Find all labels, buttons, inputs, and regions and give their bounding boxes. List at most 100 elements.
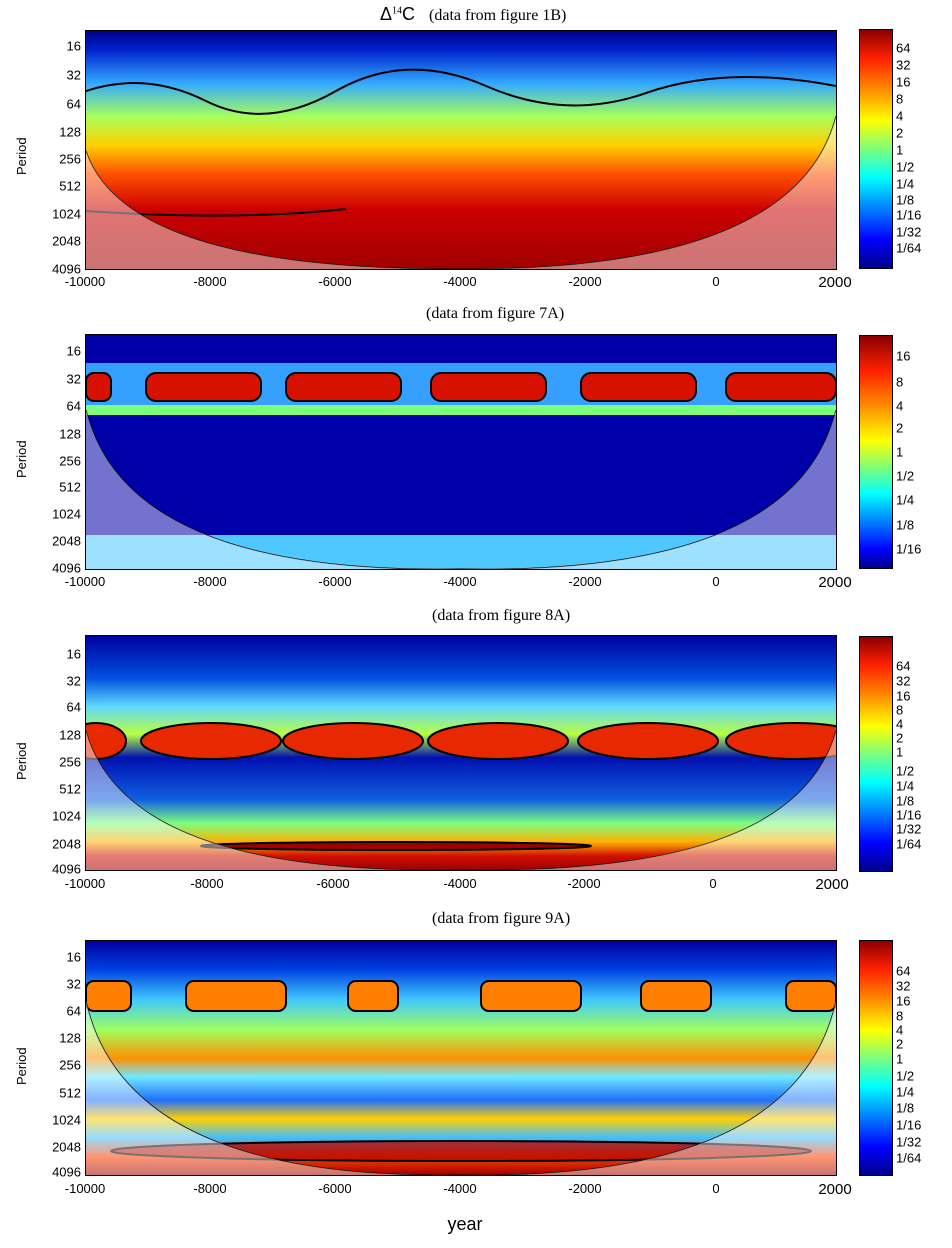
heatmap-svg [86, 31, 836, 269]
y-tick: 32 [66, 976, 81, 992]
colorbar-tick: 1/64 [896, 836, 922, 852]
x-tick: -6000 [316, 876, 350, 891]
colorbar-tick: 4 [896, 716, 904, 732]
y-tick: 2048 [52, 836, 81, 852]
title-text: (data from figure 1B) [429, 7, 567, 24]
x-tick: 0 [709, 876, 717, 891]
colorbar-tick: 1/4 [896, 492, 915, 508]
x-tick: -10000 [64, 574, 106, 589]
colorbar-tick: 64 [896, 658, 911, 674]
y-tick: 2048 [52, 1139, 81, 1155]
colorbar-tick: 1/32 [896, 224, 922, 240]
colorbar-tick: 4 [896, 398, 904, 414]
y-tick: 16 [66, 646, 81, 662]
colorbar-tick: 1/16 [896, 207, 922, 223]
x-tick: 2000 [818, 1181, 852, 1198]
colorbar-tick: 2 [896, 125, 904, 141]
y-tick: 256 [59, 1057, 81, 1073]
heatmap-svg [86, 941, 836, 1175]
y-tick: 1024 [52, 506, 81, 522]
colorbar-tick: 16 [896, 993, 911, 1009]
y-tick: 16 [66, 38, 81, 54]
y-tick: 256 [59, 151, 81, 167]
x-tick: -4000 [443, 1181, 477, 1196]
panel-title: (data from figure 9A) [432, 910, 571, 927]
x-tick: -4000 [443, 274, 477, 289]
colorbar-tick: 64 [896, 40, 911, 56]
y-tick: 512 [59, 479, 81, 495]
colorbar [859, 29, 893, 269]
y-tick: 128 [59, 727, 81, 743]
colorbar-tick: 2 [896, 420, 904, 436]
y-tick: 128 [59, 426, 81, 442]
colorbar [859, 636, 893, 872]
colorbar-tick: 1/8 [896, 793, 915, 809]
panel-title: (data from figure 8A) [432, 607, 571, 624]
x-tick: -10000 [64, 274, 106, 289]
colorbar-tick: 1/64 [896, 240, 922, 256]
colorbar [859, 335, 893, 569]
x-tick: -8000 [190, 876, 224, 891]
heatmap-svg [86, 636, 836, 870]
y-tick: 2048 [52, 233, 81, 249]
colorbar-tick: 1/32 [896, 1134, 922, 1150]
x-tick: -8000 [193, 1181, 227, 1196]
title-prefix: Δ [380, 4, 393, 24]
y-tick: 512 [59, 1085, 81, 1101]
colorbar-tick: 1/64 [896, 1150, 922, 1166]
colorbar-tick: 1/16 [896, 1117, 922, 1133]
y-tick: 16 [66, 343, 81, 359]
x-tick: -8000 [193, 574, 227, 589]
y-tick: 128 [59, 1030, 81, 1046]
y-tick: 64 [66, 699, 81, 715]
x-tick: -4000 [443, 876, 477, 891]
y-tick: 1024 [52, 808, 81, 824]
x-tick: 0 [712, 574, 720, 589]
colorbar-tick: 32 [896, 57, 911, 73]
colorbar-tick: 2 [896, 1036, 904, 1052]
colorbar-tick: 1/32 [896, 821, 922, 837]
x-tick: -2000 [568, 274, 602, 289]
colorbar-tick: 1 [896, 744, 904, 760]
colorbar-tick: 8 [896, 374, 904, 390]
x-tick: 0 [712, 1181, 720, 1196]
colorbar-tick: 8 [896, 702, 904, 718]
y-tick: 1024 [52, 1112, 81, 1128]
x-axis-title: year [447, 1214, 483, 1234]
x-tick: 2000 [818, 274, 852, 291]
y-tick: 4096 [52, 560, 81, 576]
y-tick: 32 [66, 371, 81, 387]
heatmap-svg [86, 335, 836, 569]
colorbar-tick: 1/8 [896, 517, 915, 533]
colorbar-tick: 16 [896, 74, 911, 90]
plot-area [85, 940, 837, 1176]
y-tick: 4096 [52, 261, 81, 277]
colorbar-tick: 1/4 [896, 778, 915, 794]
x-tick: -2000 [568, 1181, 602, 1196]
y-tick: 64 [66, 96, 81, 112]
colorbar-tick: 16 [896, 688, 911, 704]
colorbar-tick: 1/2 [896, 468, 915, 484]
colorbar-tick: 1/4 [896, 1084, 915, 1100]
y-tick: 4096 [52, 861, 81, 877]
plot-area [85, 30, 837, 270]
x-tick: -8000 [193, 274, 227, 289]
colorbar-tick: 8 [896, 1008, 904, 1024]
y-axis-label: Period [14, 742, 29, 780]
colorbar-tick: 1/8 [896, 192, 915, 208]
panel-title: (data from figure 7A) [426, 305, 565, 322]
plot-area [85, 334, 837, 570]
colorbar-tick: 1/16 [896, 807, 922, 823]
x-tick: 2000 [818, 574, 852, 591]
colorbar-tick: 1/16 [896, 541, 922, 557]
colorbar-tick: 32 [896, 673, 911, 689]
x-tick: -10000 [64, 876, 106, 891]
y-axis-label: Period [14, 1047, 29, 1085]
x-tick: 2000 [815, 876, 849, 893]
x-tick: -2000 [568, 574, 602, 589]
colorbar [859, 940, 893, 1176]
colorbar-tick: 1/8 [896, 1100, 915, 1116]
y-tick: 32 [66, 673, 81, 689]
y-tick: 512 [59, 781, 81, 797]
x-tick: -6000 [318, 574, 352, 589]
